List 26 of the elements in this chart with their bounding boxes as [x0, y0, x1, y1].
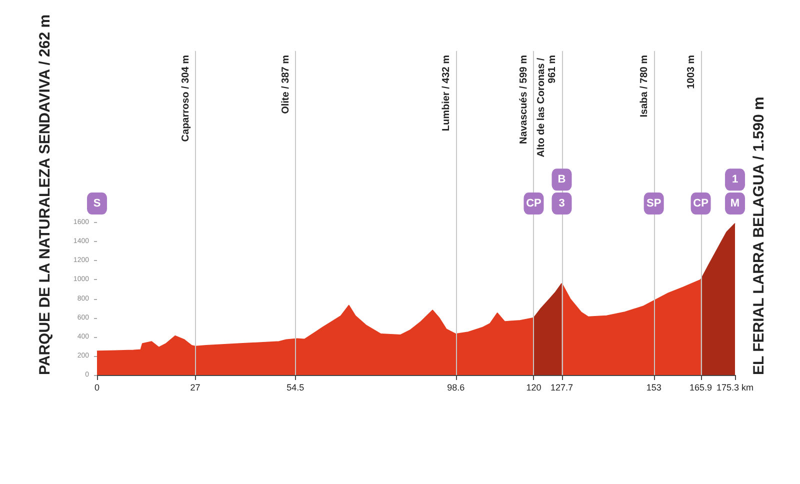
ref-line-label: Olite / 387 m: [280, 54, 292, 114]
x-tick-label: 0: [94, 382, 100, 392]
x-tick-label: 120: [526, 382, 542, 392]
x-tick-label: 27: [190, 382, 200, 392]
text: EL FERIAL LARRA BELAGUA / 1.590 m: [750, 96, 768, 375]
annotation: B: [558, 174, 566, 186]
annotation: CP: [526, 197, 542, 210]
annotation: CP: [693, 197, 708, 210]
annotation: SP: [646, 197, 662, 210]
x-tick-label: 175.3 km: [716, 382, 754, 392]
ref-line-label: Lumbier / 432 m: [440, 54, 452, 132]
ref-line-label: Isaba / 780 m: [638, 54, 650, 118]
ref-line-label: 1003 m: [686, 54, 697, 89]
annotation: 1: [732, 174, 738, 186]
annotation: M: [730, 197, 740, 210]
annotation: S: [93, 197, 101, 210]
x-tick-label: 98.6: [447, 382, 465, 392]
ref-line-label: Navascués / 599 m: [518, 54, 530, 144]
x-tick-label: 54.5: [286, 382, 304, 392]
text: PARQUE DE LA NATURALEZA SENDAVIVA / 262 m: [36, 14, 54, 375]
x-tick-label: 165.9: [690, 382, 712, 392]
x-tick-label: 153: [646, 382, 662, 392]
annotation: 3: [558, 197, 565, 210]
ref-line-label: Alto de las Coronas / 961 m: [536, 54, 558, 158]
ref-line-label: Caparroso / 304 m: [180, 54, 192, 142]
x-tick-label: 127.7: [550, 382, 574, 392]
